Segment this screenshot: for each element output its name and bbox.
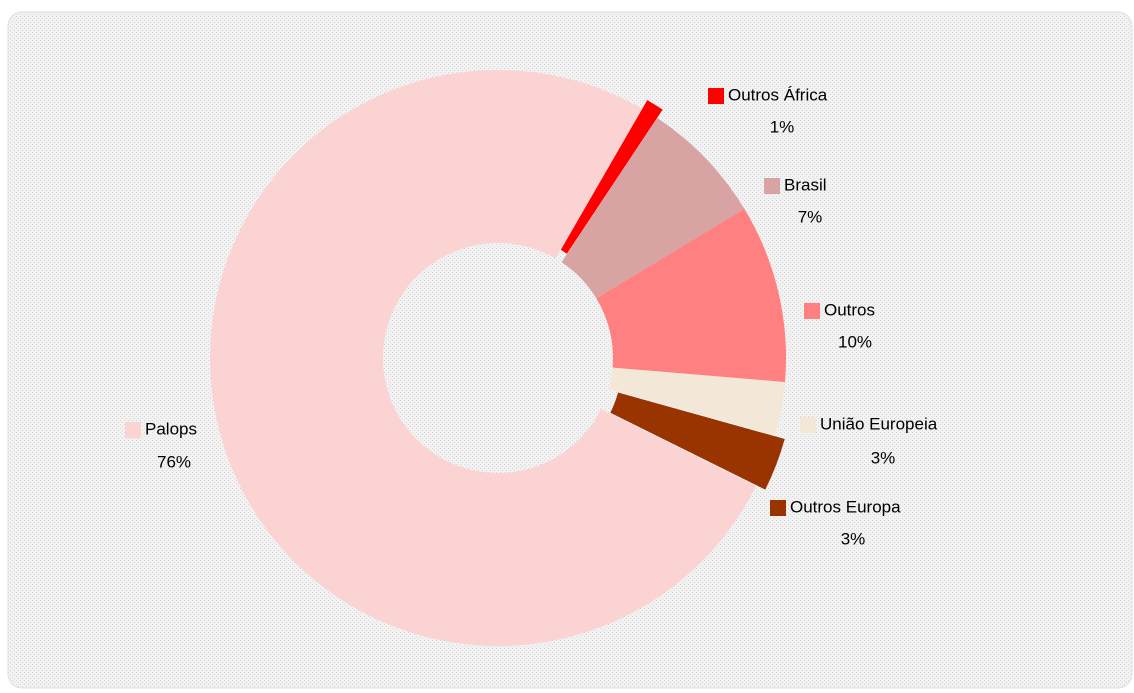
donut-slice (209, 69, 756, 646)
slice-value-label: 7% (798, 207, 823, 226)
donut-slice (560, 100, 663, 254)
slice-value-label: 1% (770, 117, 795, 136)
slice-label: Outros (824, 300, 875, 319)
legend-key (708, 88, 724, 104)
slice-label: União Europeia (820, 414, 938, 433)
slice-label: Outros Europa (790, 497, 901, 516)
slice-label: Outros África (728, 85, 828, 104)
slice-label: Brasil (784, 175, 827, 194)
donut-slice (608, 367, 785, 436)
donut-slice (561, 118, 745, 299)
donut-slice (596, 208, 786, 383)
slice-value-label: 3% (871, 448, 896, 467)
slice-value-label: 3% (841, 529, 866, 548)
slice-label: Palops (145, 419, 197, 438)
legend-key (125, 422, 141, 438)
legend-key (800, 417, 816, 433)
slice-value-label: 10% (838, 332, 872, 351)
legend-key (770, 500, 786, 516)
legend-key (764, 178, 780, 194)
slice-value-label: 76% (157, 452, 191, 471)
donut-slice (610, 392, 785, 490)
legend-key (804, 303, 820, 319)
